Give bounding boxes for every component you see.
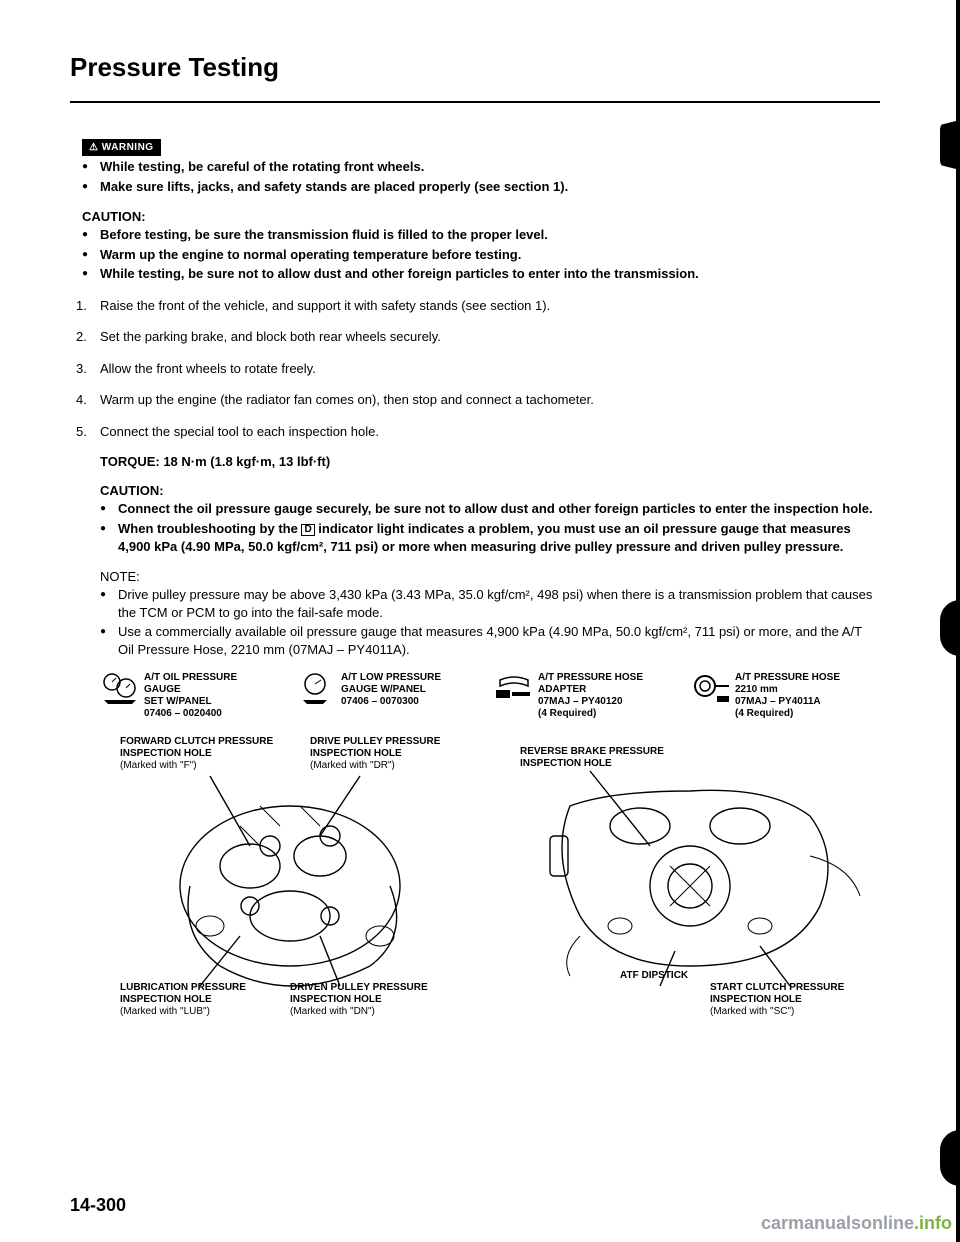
callout-driven: DRIVEN PULLEY PRESSURE INSPECTION HOLE (… [290, 982, 428, 1018]
caution-item: Warm up the engine to normal operating t… [100, 246, 880, 264]
d-indicator-icon: D [301, 524, 314, 536]
callout-drive: DRIVE PULLEY PRESSURE INSPECTION HOLE (M… [310, 736, 440, 772]
warning-list: While testing, be careful of the rotatin… [70, 158, 880, 195]
hose-adapter-icon [494, 672, 534, 704]
step-item: Connect the special tool to each inspect… [100, 423, 880, 441]
hose-icon [691, 672, 731, 704]
step-item: Set the parking brake, and block both re… [100, 328, 880, 346]
caution-label: CAUTION: [70, 209, 880, 224]
callout-reverse: REVERSE BRAKE PRESSURE INSPECTION HOLE [520, 746, 664, 770]
caution-item: Connect the oil pressure gauge securely,… [118, 500, 880, 518]
part-item: A/T OIL PRESSURE GAUGE SET W/PANEL 07406… [100, 672, 289, 720]
right-diagram: REVERSE BRAKE PRESSURE INSPECTION HOLE [510, 736, 880, 1026]
callout-start: START CLUTCH PRESSURE INSPECTION HOLE (M… [710, 982, 844, 1018]
gauge-icon [100, 672, 140, 704]
page-title: Pressure Testing [70, 52, 880, 83]
caution-label: CAUTION: [70, 483, 880, 498]
callout-lubrication: LUBRICATION PRESSURE INSPECTION HOLE (Ma… [120, 982, 246, 1018]
note-list: Drive pulley pressure may be above 3,430… [70, 586, 880, 658]
left-diagram: FORWARD CLUTCH PRESSURE INSPECTION HOLE … [120, 736, 490, 1026]
caution-item: When troubleshooting by the D indicator … [118, 520, 880, 555]
step-item: Allow the front wheels to rotate freely. [100, 360, 880, 378]
steps-list: Raise the front of the vehicle, and supp… [70, 297, 880, 441]
caution-item: While testing, be sure not to allow dust… [100, 265, 880, 283]
part-item: A/T PRESSURE HOSE ADAPTER 07MAJ – PY4012… [494, 672, 683, 720]
page-number: 14-300 [70, 1195, 126, 1216]
warning-badge: WARNING [82, 139, 161, 156]
watermark: carmanualsonline.info [761, 1213, 952, 1234]
warning-item: Make sure lifts, jacks, and safety stand… [100, 178, 880, 196]
warning-item: While testing, be careful of the rotatin… [100, 158, 880, 176]
note-item: Drive pulley pressure may be above 3,430… [118, 586, 880, 621]
parts-row: A/T OIL PRESSURE GAUGE SET W/PANEL 07406… [70, 672, 880, 720]
note-item: Use a commercially available oil pressur… [118, 623, 880, 658]
step-item: Warm up the engine (the radiator fan com… [100, 391, 880, 409]
part-item: A/T LOW PRESSURE GAUGE W/PANEL 07406 – 0… [297, 672, 486, 720]
divider [70, 101, 880, 103]
torque-spec: TORQUE: 18 N·m (1.8 kgf·m, 13 lbf·ft) [70, 454, 880, 469]
caution-list: Before testing, be sure the transmission… [70, 226, 880, 283]
caution-list: Connect the oil pressure gauge securely,… [70, 500, 880, 555]
note-label: NOTE: [70, 569, 880, 584]
step-item: Raise the front of the vehicle, and supp… [100, 297, 880, 315]
part-item: A/T PRESSURE HOSE 2210 mm 07MAJ – PY4011… [691, 672, 880, 720]
diagrams-row: FORWARD CLUTCH PRESSURE INSPECTION HOLE … [70, 736, 880, 1026]
caution-item: Before testing, be sure the transmission… [100, 226, 880, 244]
gauge-icon [297, 672, 337, 704]
callout-forward: FORWARD CLUTCH PRESSURE INSPECTION HOLE … [120, 736, 273, 772]
callout-atf: ATF DIPSTICK [620, 970, 688, 982]
